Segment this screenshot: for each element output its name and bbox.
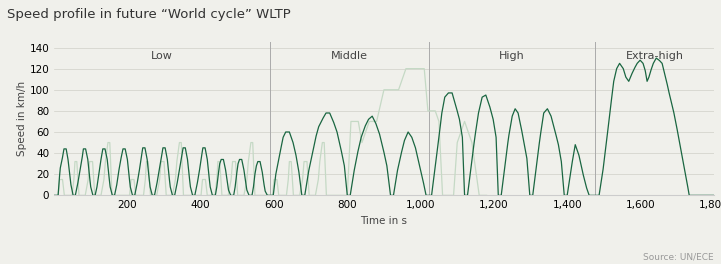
Text: Extra-high: Extra-high xyxy=(625,51,684,61)
Text: Speed profile in future “World cycle” WLTP: Speed profile in future “World cycle” WL… xyxy=(7,8,291,21)
Y-axis label: Speed in km/h: Speed in km/h xyxy=(17,81,27,156)
Text: Low: Low xyxy=(151,51,173,61)
X-axis label: Time in s: Time in s xyxy=(360,216,407,226)
Text: High: High xyxy=(500,51,525,61)
Text: Middle: Middle xyxy=(331,51,368,61)
Text: Source: UN/ECE: Source: UN/ECE xyxy=(643,252,714,261)
